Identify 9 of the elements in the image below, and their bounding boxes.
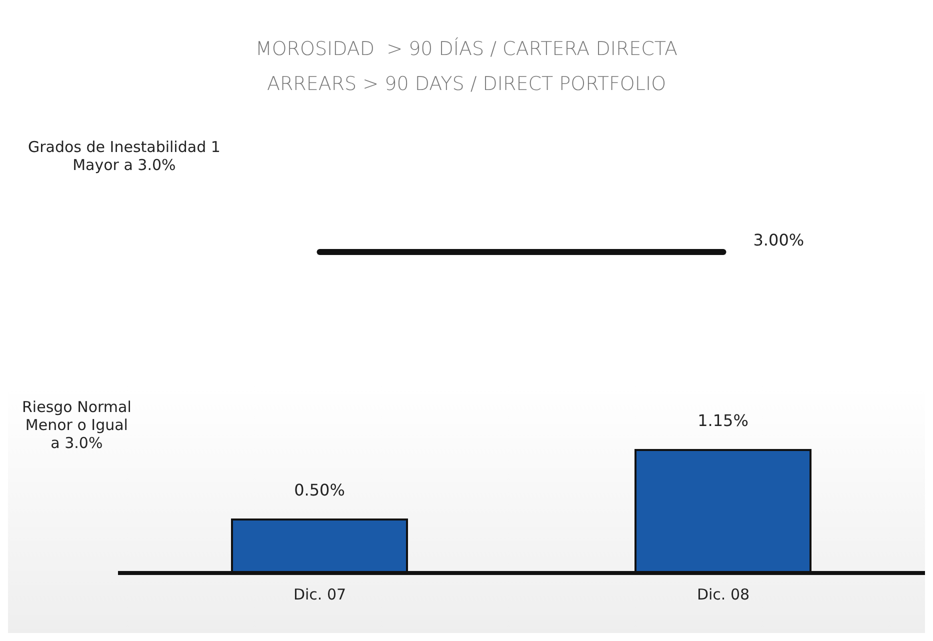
data-label: 0.50% [294,480,345,500]
text: Grados de Inestabilidad 1 Mayor a 3.0% [28,138,220,174]
annotation: Riesgo Normal Menor o Igual a 3.0% [22,398,132,452]
data-label: 1.15% [698,410,748,430]
chart-title: MOROSIDAD > 90 DÍAS / CARTERA DIRECTA [254,38,679,60]
x-tick-label: Dic. 08 [696,586,750,604]
ref-line-label: 3.00% [753,230,804,250]
x-tick-label: Dic. 07 [293,586,346,604]
chart-subtitle: ARREARS > 90 DAYS / DIRECT PORTFOLIO [266,73,668,95]
